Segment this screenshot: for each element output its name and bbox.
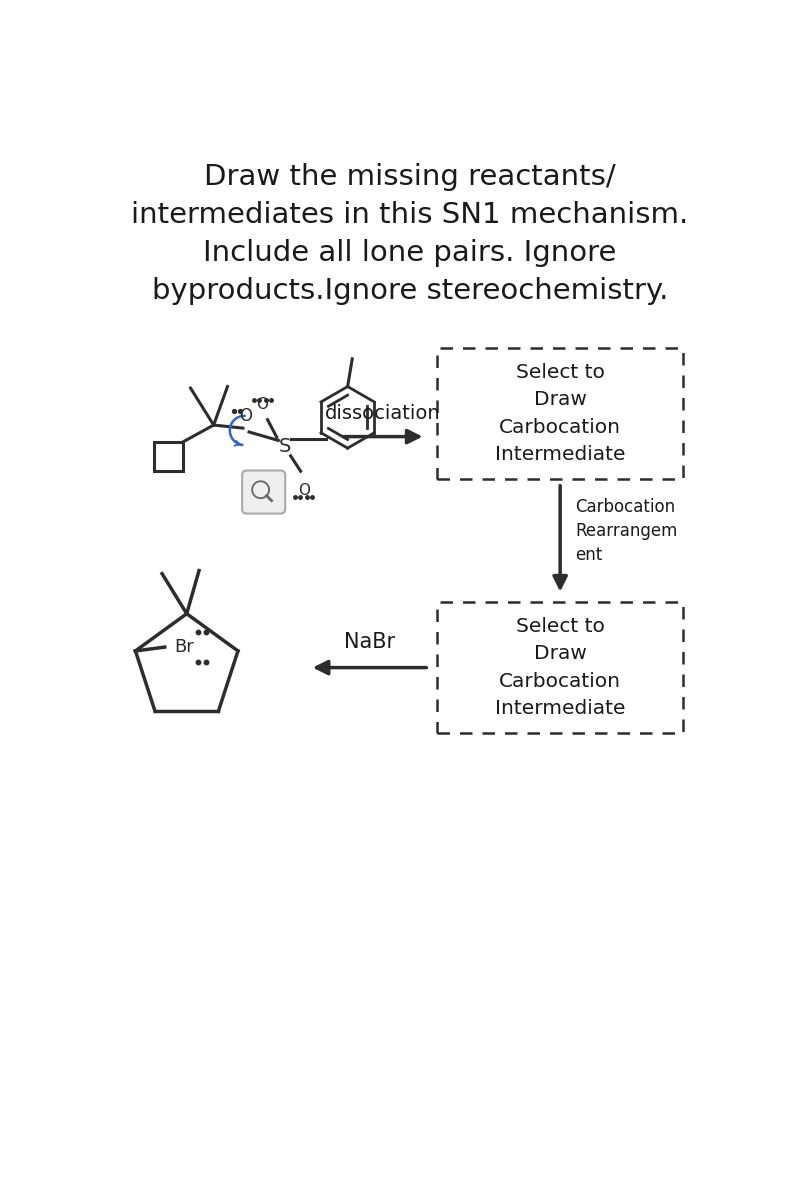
- Text: Draw the missing reactants/
intermediates in this SN1 mechanism.
Include all lon: Draw the missing reactants/ intermediate…: [131, 163, 689, 305]
- Text: Carbocation
Rearrangem
ent: Carbocation Rearrangem ent: [575, 498, 678, 564]
- Text: Select to
Draw
Carbocation
Intermediate: Select to Draw Carbocation Intermediate: [495, 617, 626, 718]
- FancyBboxPatch shape: [242, 470, 286, 514]
- Text: dissociation: dissociation: [326, 403, 441, 422]
- Text: O: O: [298, 482, 310, 498]
- Text: NaBr: NaBr: [344, 632, 395, 653]
- Text: Br: Br: [174, 638, 194, 656]
- Text: S: S: [278, 437, 290, 456]
- Text: O: O: [239, 407, 253, 425]
- Text: Select to
Draw
Carbocation
Intermediate: Select to Draw Carbocation Intermediate: [495, 364, 626, 464]
- Text: O: O: [256, 397, 268, 412]
